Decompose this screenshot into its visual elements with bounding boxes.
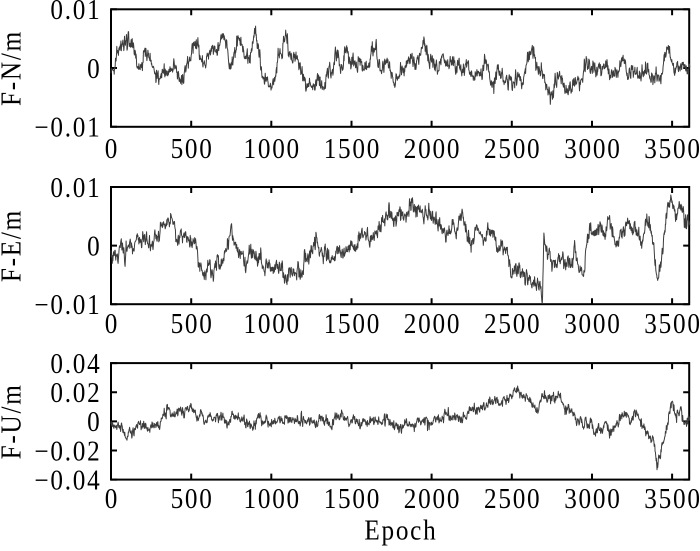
svg-text:2500: 2500 [484,483,541,515]
svg-text:F-E/m: F-E/m [0,209,27,282]
svg-text:3500: 3500 [644,308,700,340]
svg-text:1000: 1000 [244,483,301,515]
svg-text:−0.02: −0.02 [34,435,101,467]
svg-text:−0.01: −0.01 [34,289,101,321]
svg-text:0: 0 [105,308,119,340]
svg-text:2000: 2000 [404,308,461,340]
svg-text:2000: 2000 [404,133,461,165]
svg-text:1500: 1500 [324,308,381,340]
svg-text:2500: 2500 [484,133,541,165]
svg-text:F-N/m: F-N/m [0,30,27,106]
svg-text:2000: 2000 [404,483,461,515]
svg-text:0.04: 0.04 [50,348,101,380]
svg-text:3500: 3500 [644,483,700,515]
svg-text:−0.01: −0.01 [34,111,101,143]
svg-text:500: 500 [171,308,214,340]
svg-text:3000: 3000 [564,483,621,515]
svg-text:1500: 1500 [324,133,381,165]
svg-text:1000: 1000 [244,308,301,340]
svg-text:0: 0 [105,133,119,165]
svg-text:3500: 3500 [644,133,700,165]
svg-text:2500: 2500 [484,308,541,340]
svg-text:Epoch: Epoch [364,514,437,546]
svg-text:−0.04: −0.04 [34,464,101,496]
svg-text:0.01: 0.01 [50,172,101,204]
svg-text:0: 0 [87,53,101,85]
svg-text:1000: 1000 [244,133,301,165]
svg-text:0: 0 [87,230,101,262]
svg-text:0.02: 0.02 [50,377,101,409]
svg-text:0.01: 0.01 [50,0,101,25]
svg-text:0: 0 [105,483,119,515]
svg-text:F-U/m: F-U/m [0,383,27,459]
svg-text:3000: 3000 [564,308,621,340]
svg-text:500: 500 [171,133,214,165]
svg-text:0: 0 [87,406,101,438]
svg-text:3000: 3000 [564,133,621,165]
svg-text:500: 500 [171,483,214,515]
svg-text:1500: 1500 [324,483,381,515]
